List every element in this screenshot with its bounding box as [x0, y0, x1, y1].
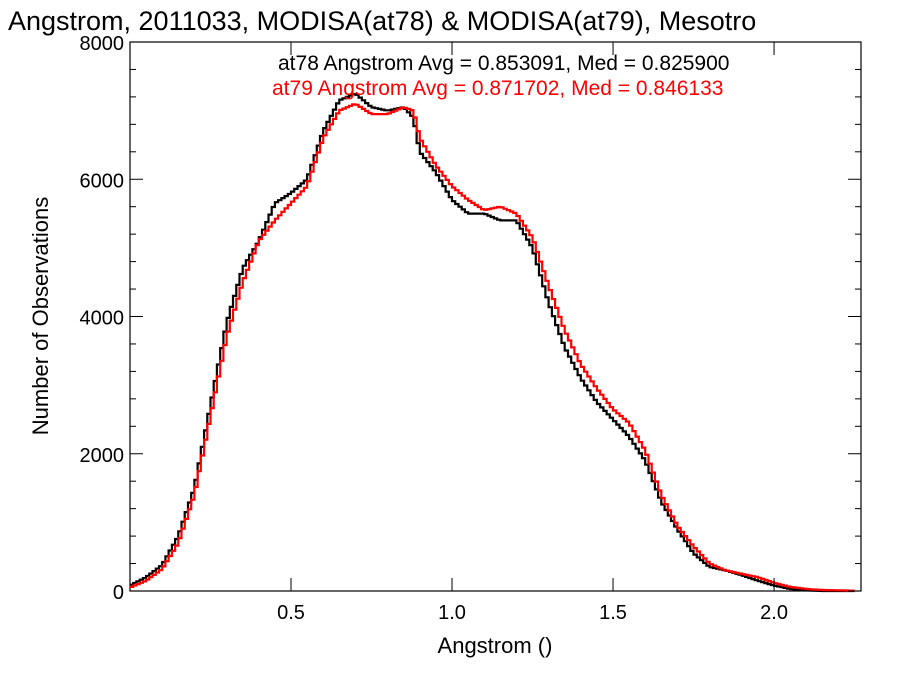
y-tick-label: 4000: [80, 308, 125, 330]
annotation-at78: at78 Angstrom Avg = 0.853091, Med = 0.82…: [278, 52, 729, 75]
x-tick-label: 2.0: [760, 602, 788, 624]
y-tick-label: 2000: [80, 445, 125, 467]
y-tick-label: 8000: [80, 33, 125, 55]
series-line-at78: [130, 93, 855, 593]
x-tick-label: 1.5: [599, 602, 627, 624]
plot-frame: [129, 41, 862, 592]
ticks-layer: 0 2000 4000 6000 8000 0.5 1.0 1.5 2.0: [80, 33, 861, 624]
annotation-at79: at79 Angstrom Avg = 0.871702, Med = 0.84…: [272, 77, 723, 100]
plot-area: 0 2000 4000 6000 8000 0.5 1.0 1.5 2.0: [80, 33, 862, 624]
series-line-at79: [130, 103, 855, 592]
y-tick-label: 0: [113, 582, 124, 604]
x-tick-label: 0.5: [277, 602, 305, 624]
x-axis-label: Angstrom (): [438, 633, 553, 658]
chart-title: Angstrom, 2011033, MODISA(at78) & MODISA…: [8, 6, 756, 36]
x-tick-label: 1.0: [438, 602, 466, 624]
y-axis-label: Number of Observations: [28, 197, 53, 435]
y-tick-label: 6000: [80, 170, 125, 192]
series-layer: [130, 93, 855, 593]
